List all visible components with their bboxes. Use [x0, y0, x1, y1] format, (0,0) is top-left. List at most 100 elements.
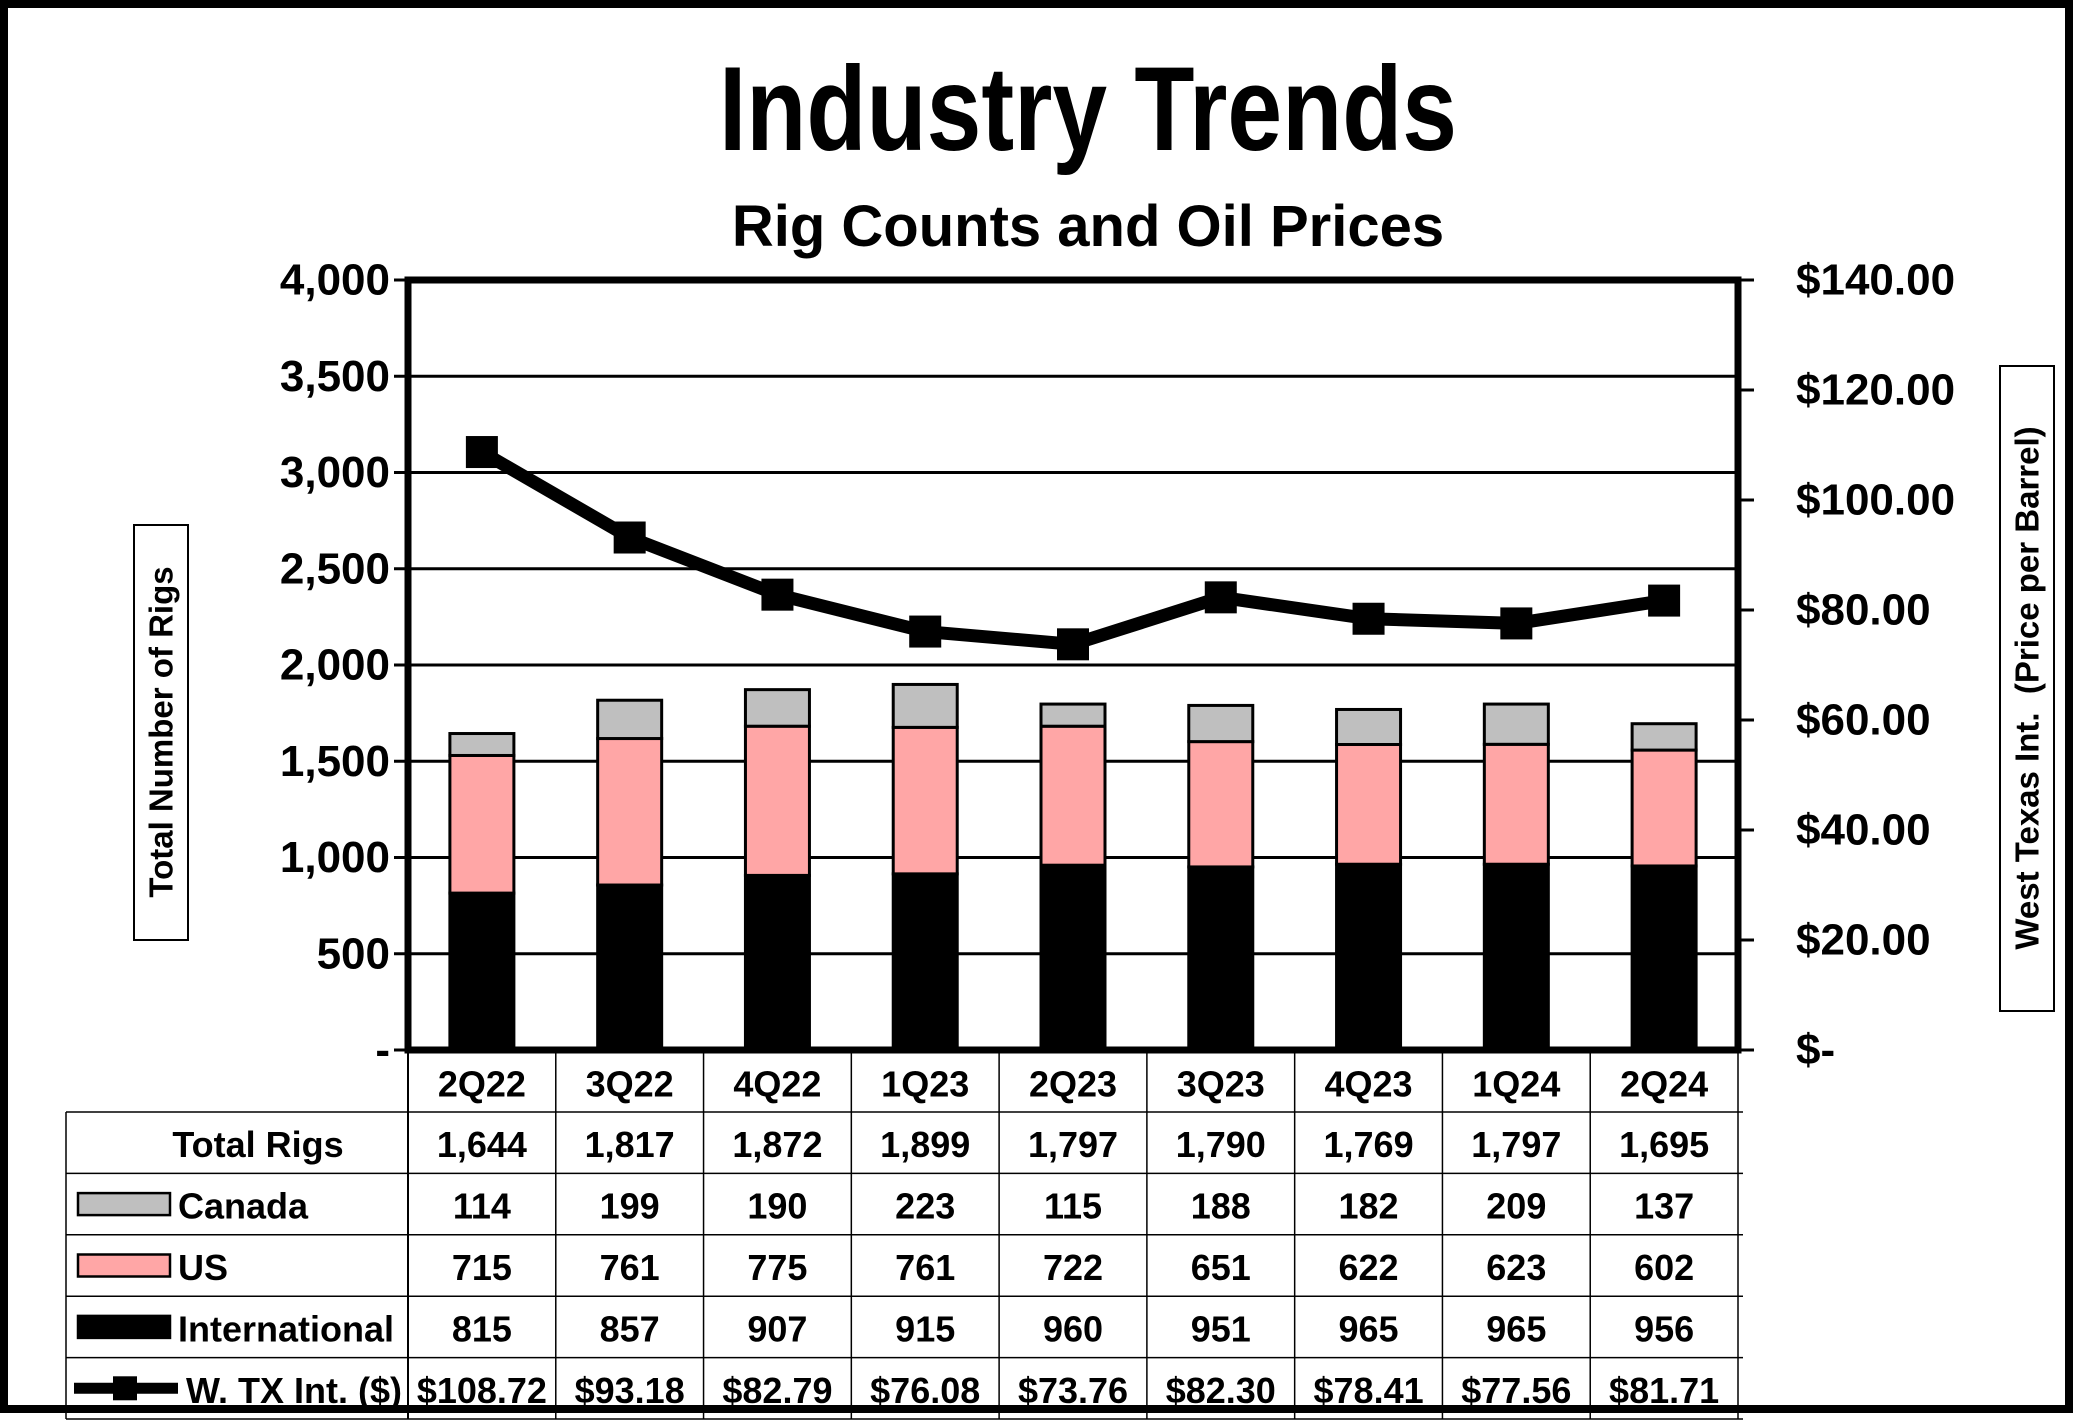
table-cell: 956: [1634, 1308, 1694, 1349]
bar-canada: [1335, 707, 1403, 747]
legend-swatch: [76, 1253, 172, 1278]
y2-tick-label: $120.00: [1796, 366, 1955, 415]
price-marker: [613, 521, 646, 554]
table-cell: 761: [895, 1247, 955, 1288]
table-cell: 622: [1339, 1247, 1399, 1288]
y-tick-label: 500: [317, 929, 390, 978]
y-tick-label: 3,500: [280, 352, 390, 401]
table-cell: 960: [1043, 1308, 1103, 1349]
price-marker: [1057, 628, 1089, 661]
table-cell: $73.76: [1018, 1370, 1128, 1411]
table-cell: $77.56: [1461, 1370, 1571, 1411]
y2-tick-label: $60.00: [1796, 696, 1931, 745]
bar-canada: [1630, 722, 1698, 752]
right-axis-label-box: West Texas Int. (Price per Barrel): [1999, 365, 2055, 1012]
table-cell: 1,769: [1324, 1124, 1414, 1165]
table-cell: $81.71: [1609, 1370, 1719, 1411]
price-marker: [1204, 581, 1237, 614]
table-cell: 137: [1634, 1186, 1694, 1227]
y2-tick-label: $40.00: [1796, 806, 1931, 855]
left-axis-ticks: - 500 1,000 1,500 2,000 2,500 3,000 3,500 4,000: [280, 256, 408, 1075]
left-axis-label-box: Total Number of Rigs: [133, 524, 189, 941]
price-marker: [761, 578, 794, 611]
row-label: Canada: [178, 1186, 309, 1227]
chart-subtitle: Rig Counts and Oil Prices: [732, 194, 1444, 259]
table-cell: 965: [1339, 1308, 1399, 1349]
table-cell: 190: [747, 1186, 807, 1227]
bar-canada: [448, 732, 516, 757]
table-cell: 815: [452, 1308, 512, 1349]
table-cell: 761: [600, 1247, 660, 1288]
category-label: 1Q23: [881, 1064, 969, 1105]
bar-us: [743, 724, 811, 877]
table-cell: 857: [600, 1308, 660, 1349]
category-label: 4Q22: [733, 1064, 821, 1105]
price-marker: [1648, 584, 1681, 617]
bar-canada: [1482, 702, 1550, 746]
category-label: 1Q24: [1472, 1064, 1560, 1105]
bar-canada: [743, 688, 811, 728]
y2-tick-label: $100.00: [1796, 476, 1955, 525]
category-label: 2Q22: [438, 1064, 526, 1105]
table-cell: 602: [1634, 1247, 1694, 1288]
table-cell: 209: [1486, 1186, 1546, 1227]
bar-us: [596, 737, 664, 887]
table-cell: 223: [895, 1186, 955, 1227]
table-cell: 199: [600, 1186, 660, 1227]
table-cell: 775: [747, 1247, 807, 1288]
bar-international: [891, 872, 959, 1052]
y-tick-label: 2,500: [280, 544, 390, 593]
bar-international: [596, 883, 664, 1052]
price-marker: [909, 615, 942, 648]
table-cell: $82.79: [722, 1370, 832, 1411]
bar-us: [1039, 724, 1107, 867]
oil-price-line: [465, 436, 1681, 661]
bar-canada: [1039, 702, 1107, 728]
y2-tick-label: $140.00: [1796, 256, 1955, 305]
bar-us: [891, 725, 959, 876]
category-label: 3Q22: [586, 1064, 674, 1105]
table-cell: $76.08: [870, 1370, 980, 1411]
category-label: 2Q23: [1029, 1064, 1117, 1105]
price-marker: [1500, 607, 1533, 640]
y2-tick-label: $-: [1796, 1026, 1835, 1075]
table-cell: 1,817: [585, 1124, 675, 1165]
stacked-bars: [448, 682, 1698, 1052]
bar-international: [1335, 862, 1403, 1052]
bar-us: [1630, 748, 1698, 868]
bar-international: [743, 873, 811, 1052]
table-cell: 965: [1486, 1308, 1546, 1349]
bar-us: [1187, 740, 1255, 869]
right-axis-ticks: $- $20.00 $40.00 $60.00 $80.00 $100.00 $120.00…: [1738, 256, 1955, 1075]
table-cell: 115: [1044, 1186, 1102, 1227]
bar-international: [1039, 863, 1107, 1052]
legend-swatch: [76, 1314, 172, 1340]
y-axis-label: Total Number of Rigs: [143, 566, 180, 897]
y-tick-label: 1,500: [280, 737, 390, 786]
table-cell: 951: [1191, 1308, 1251, 1349]
y-tick-label: 4,000: [280, 256, 390, 305]
table-cell: 915: [895, 1308, 955, 1349]
row-label: Total Rigs: [172, 1124, 343, 1165]
table-cell: 722: [1043, 1247, 1103, 1288]
y-tick-label: 2,000: [280, 641, 390, 690]
y-tick-label: -: [375, 1026, 390, 1075]
bar-us: [448, 753, 516, 895]
bar-canada: [1187, 703, 1255, 744]
y2-tick-label: $80.00: [1796, 586, 1931, 635]
table-cell: 1,899: [880, 1124, 970, 1165]
table-cell: $78.41: [1314, 1370, 1424, 1411]
bar-us: [1482, 742, 1550, 866]
table-cell: 188: [1191, 1186, 1251, 1227]
legend-swatch: [76, 1191, 172, 1217]
row-label: US: [178, 1247, 228, 1288]
table-cell: 1,695: [1619, 1124, 1709, 1165]
table-cell: 715: [452, 1247, 512, 1288]
table-cell: 1,644: [437, 1124, 527, 1165]
price-line: [478, 446, 1666, 651]
y-tick-label: 3,000: [280, 448, 390, 497]
table-cell: 651: [1191, 1247, 1251, 1288]
table-cell: 623: [1486, 1247, 1546, 1288]
table-cell: 1,790: [1176, 1124, 1266, 1165]
